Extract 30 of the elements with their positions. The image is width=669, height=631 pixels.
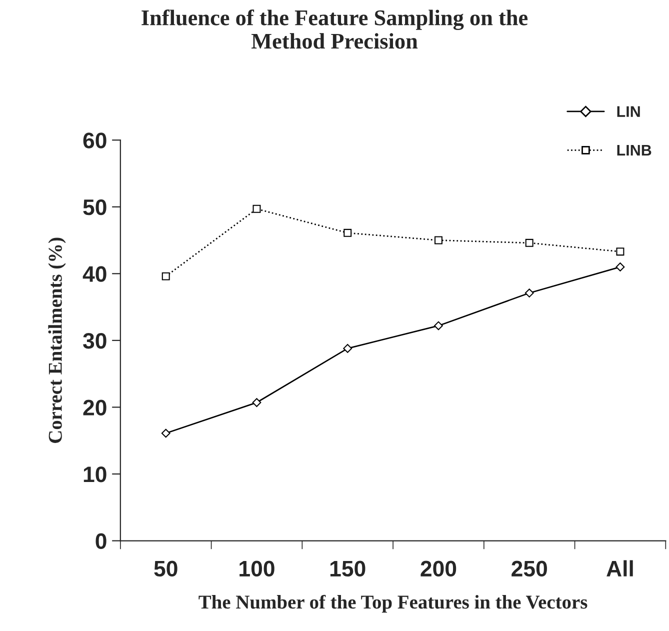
y-tick-label: 0 [96,533,106,550]
point [434,321,443,330]
x-tick-label: 250 [512,560,547,577]
point [252,398,262,407]
y-tick-label: 60 [83,132,106,148]
legend-label: LINB [617,144,652,156]
chart-title: Influence of the Feature Sampling on the Method Precision [142,9,528,49]
point [344,228,352,237]
x-tick-label: 100 [240,560,274,577]
legend-label: LIN [617,106,640,117]
y-tick-label: 10 [84,466,106,482]
point [616,248,624,256]
point [343,344,352,353]
point [162,272,170,280]
point [524,288,534,298]
point [616,262,625,272]
x-tick-label: 200 [420,560,456,577]
y-tick-label: 50 [83,199,106,216]
point [161,428,170,438]
y-tick-label: 20 [83,400,106,416]
x-tick-label: 50 [154,560,178,577]
point [252,204,261,213]
point [434,236,442,244]
y-axis-title: Correct Entailments (%) [48,238,66,443]
point [525,238,534,247]
x-tick-label: All [606,560,633,576]
x-tick-label: 150 [330,560,366,577]
x-axis-title: The Number of the Top Features in the Vectors [198,594,588,613]
y-tick-label: 40 [82,266,106,282]
y-tick-label: 30 [83,332,106,349]
